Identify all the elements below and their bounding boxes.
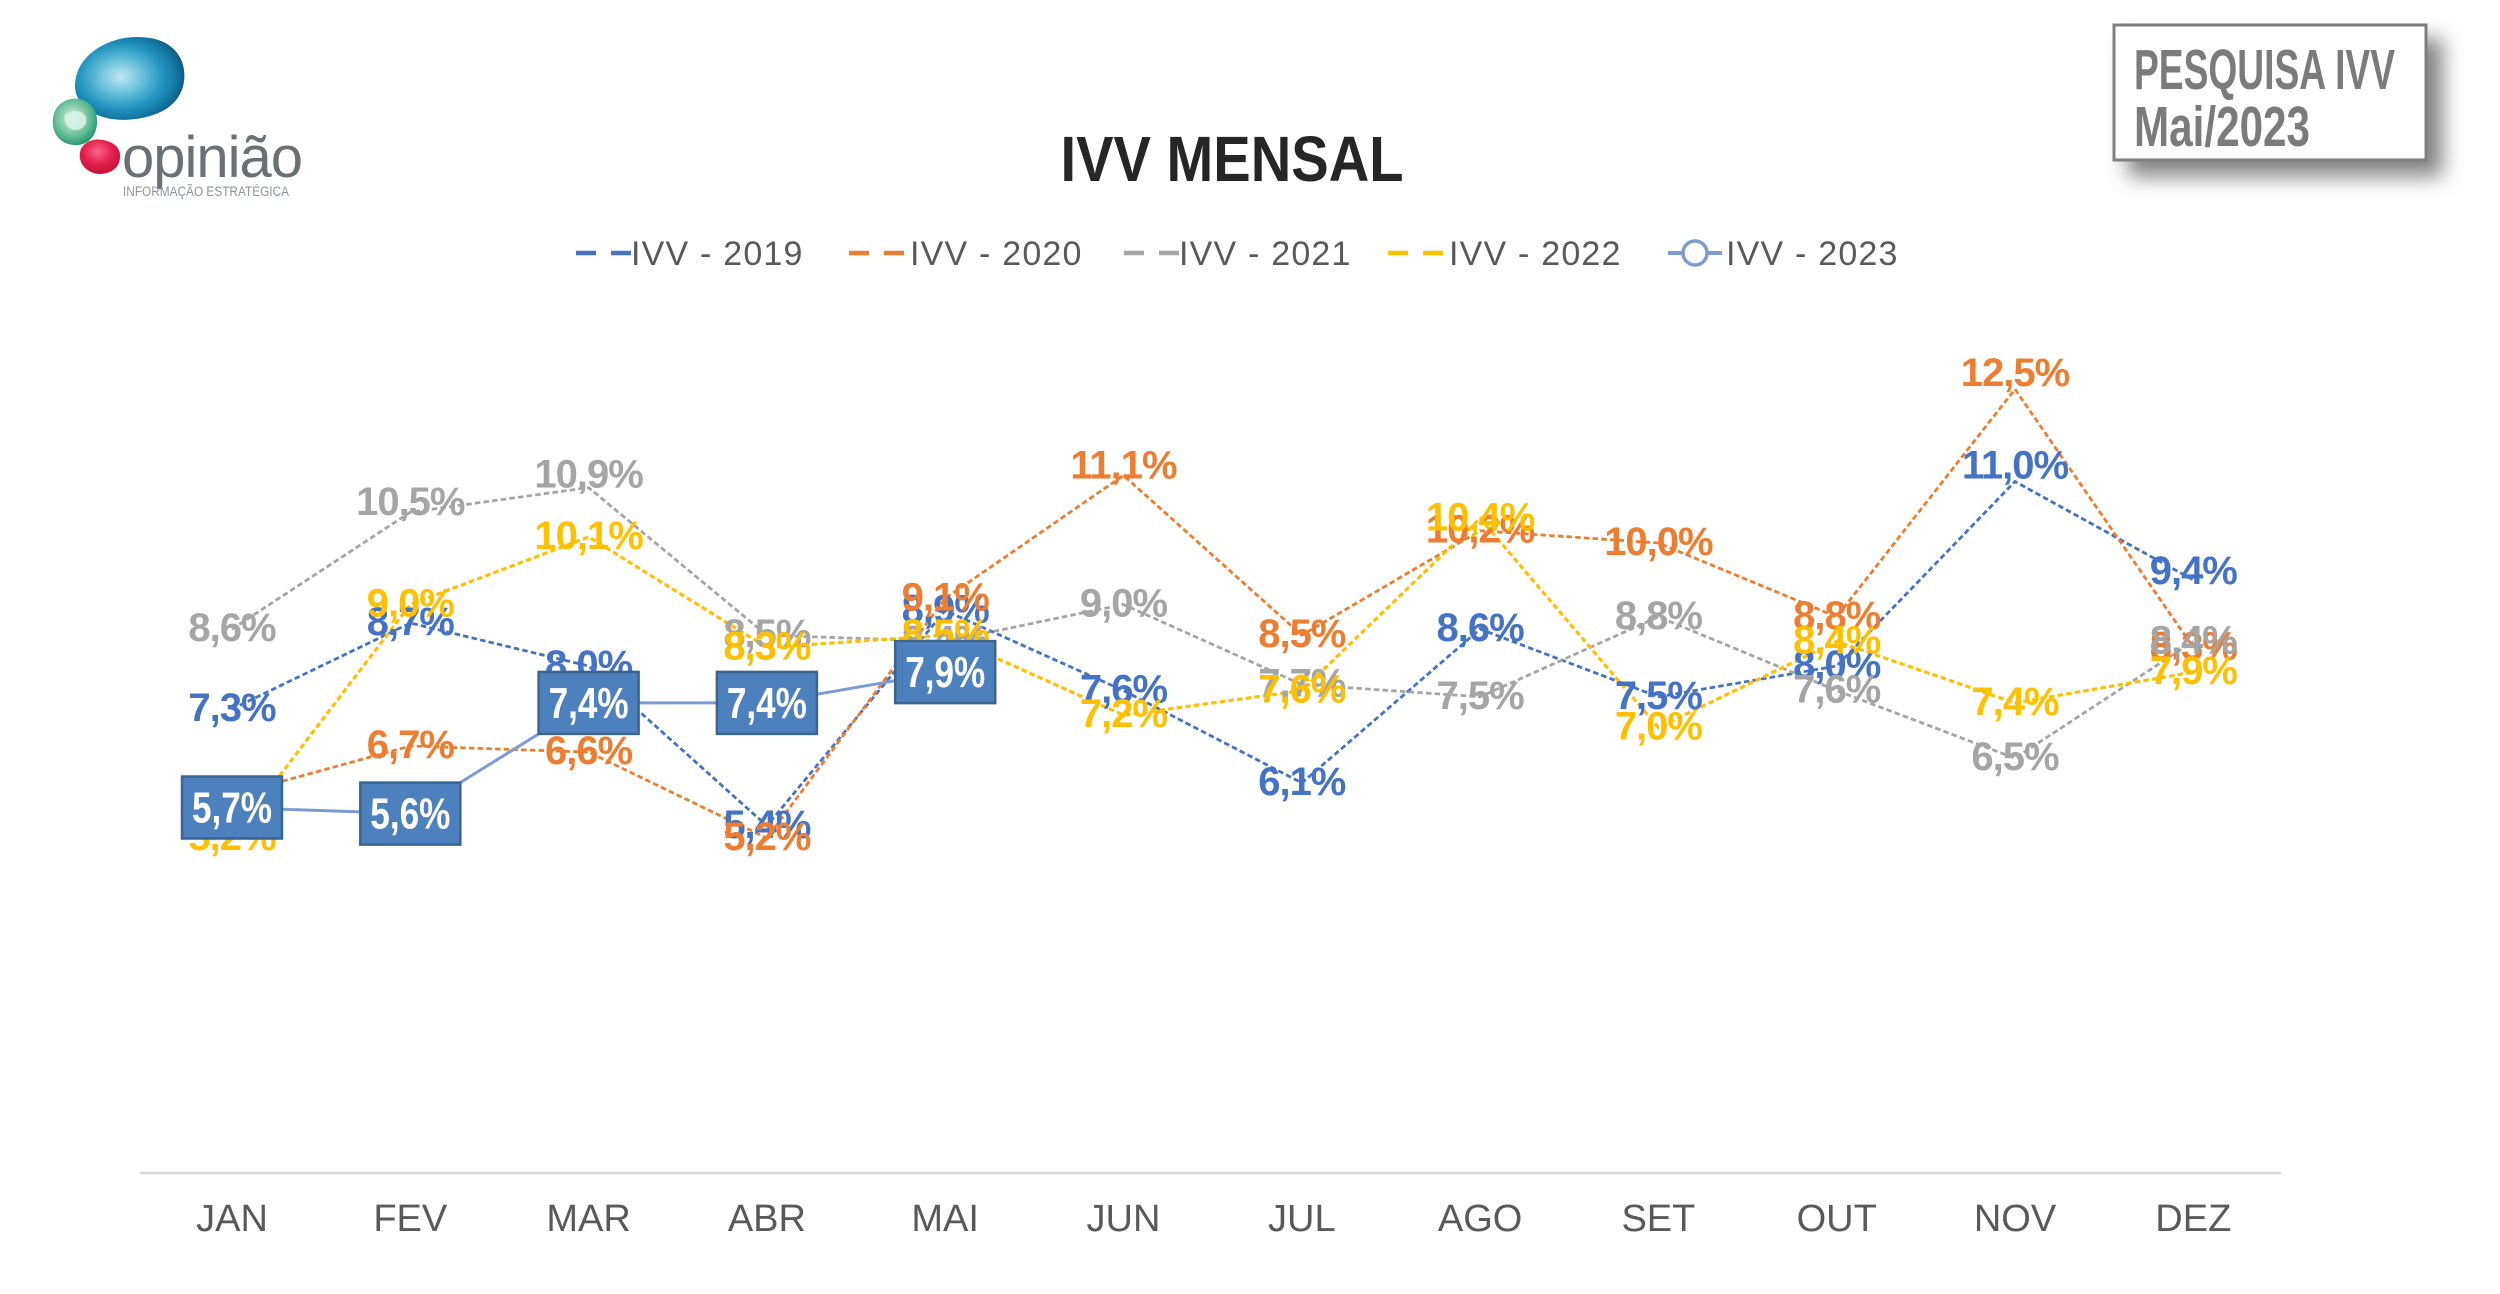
- svg-text:8,5%: 8,5%: [1258, 612, 1346, 656]
- svg-text:INFORMAÇÃO ESTRATÉGICA: INFORMAÇÃO ESTRATÉGICA: [123, 184, 289, 199]
- svg-text:MAR: MAR: [546, 1198, 630, 1240]
- svg-text:DEZ: DEZ: [2155, 1198, 2231, 1240]
- svg-text:IVV - 2022: IVV - 2022: [1449, 235, 1622, 273]
- svg-text:6,7%: 6,7%: [367, 723, 455, 767]
- svg-text:5,4%: 5,4%: [723, 803, 811, 847]
- svg-text:8,9%: 8,9%: [902, 588, 990, 632]
- svg-text:6,1%: 6,1%: [1258, 760, 1346, 804]
- svg-text:7,4%: 7,4%: [727, 679, 807, 728]
- svg-text:7,5%: 7,5%: [1615, 674, 1703, 718]
- svg-text:Mai/2023: Mai/2023: [2134, 95, 2310, 159]
- svg-text:JAN: JAN: [196, 1198, 268, 1240]
- svg-text:FEV: FEV: [373, 1198, 448, 1240]
- svg-text:JUL: JUL: [1268, 1198, 1336, 1240]
- svg-text:5,7%: 5,7%: [192, 784, 272, 833]
- svg-text:7,0%: 7,0%: [1615, 705, 1703, 749]
- svg-text:8,4%: 8,4%: [2150, 618, 2238, 662]
- svg-text:8,7%: 8,7%: [367, 600, 455, 644]
- svg-text:IVV MENSAL: IVV MENSAL: [1061, 123, 1404, 195]
- svg-text:IVV - 2019: IVV - 2019: [631, 235, 804, 273]
- svg-text:PESQUISA IVV: PESQUISA IVV: [2134, 38, 2395, 102]
- svg-text:6,5%: 6,5%: [1971, 735, 2059, 779]
- svg-text:ABR: ABR: [728, 1198, 806, 1240]
- svg-text:7,4%: 7,4%: [1971, 680, 2059, 724]
- svg-text:8,3%: 8,3%: [2150, 625, 2238, 669]
- svg-text:7,6%: 7,6%: [1258, 668, 1346, 712]
- svg-text:10,2%: 10,2%: [1426, 508, 1535, 552]
- svg-text:7,6%: 7,6%: [1793, 668, 1881, 712]
- svg-text:opinião: opinião: [122, 125, 302, 190]
- svg-text:IVV - 2020: IVV - 2020: [910, 235, 1083, 273]
- svg-text:5,2%: 5,2%: [723, 815, 811, 859]
- svg-text:5,6%: 5,6%: [370, 790, 450, 839]
- svg-text:8,6%: 8,6%: [188, 606, 276, 650]
- svg-text:7,7%: 7,7%: [1258, 662, 1346, 706]
- svg-text:10,5%: 10,5%: [356, 480, 465, 524]
- svg-text:8,4%: 8,4%: [1793, 618, 1881, 662]
- svg-text:8,6%: 8,6%: [1437, 606, 1525, 650]
- svg-text:8,5%: 8,5%: [723, 612, 811, 656]
- svg-text:OUT: OUT: [1797, 1198, 1877, 1240]
- svg-text:7,6%: 7,6%: [1080, 668, 1168, 712]
- svg-text:8,3%: 8,3%: [723, 625, 811, 669]
- svg-text:10,9%: 10,9%: [534, 453, 643, 497]
- svg-text:7,5%: 7,5%: [1437, 674, 1525, 718]
- svg-text:NOV: NOV: [1974, 1198, 2057, 1240]
- svg-text:AGO: AGO: [1438, 1198, 1522, 1240]
- svg-text:7,3%: 7,3%: [188, 686, 276, 730]
- svg-text:10,4%: 10,4%: [1426, 495, 1535, 539]
- svg-text:MAI: MAI: [911, 1198, 979, 1240]
- svg-text:IVV - 2023: IVV - 2023: [1726, 235, 1899, 273]
- svg-text:7,9%: 7,9%: [905, 648, 985, 697]
- svg-text:9,4%: 9,4%: [2150, 549, 2238, 593]
- svg-text:9,0%: 9,0%: [367, 582, 455, 626]
- svg-text:7,9%: 7,9%: [2150, 649, 2238, 693]
- svg-text:JUN: JUN: [1087, 1198, 1161, 1240]
- svg-text:10,0%: 10,0%: [1604, 520, 1713, 564]
- svg-text:11,0%: 11,0%: [1962, 444, 2069, 488]
- svg-text:8,8%: 8,8%: [1793, 594, 1881, 638]
- svg-text:9,1%: 9,1%: [902, 575, 990, 619]
- svg-text:10,1%: 10,1%: [534, 514, 643, 558]
- svg-text:IVV - 2021: IVV - 2021: [1179, 235, 1352, 273]
- svg-text:9,0%: 9,0%: [1080, 582, 1168, 626]
- svg-text:6,6%: 6,6%: [545, 729, 633, 773]
- svg-text:8,8%: 8,8%: [1615, 594, 1703, 638]
- svg-text:11,1%: 11,1%: [1070, 443, 1177, 487]
- svg-text:12,5%: 12,5%: [1961, 351, 2070, 395]
- svg-text:SET: SET: [1621, 1198, 1695, 1240]
- svg-text:7,2%: 7,2%: [1080, 692, 1168, 736]
- svg-text:8,0%: 8,0%: [1793, 643, 1881, 687]
- svg-text:7,4%: 7,4%: [549, 679, 629, 728]
